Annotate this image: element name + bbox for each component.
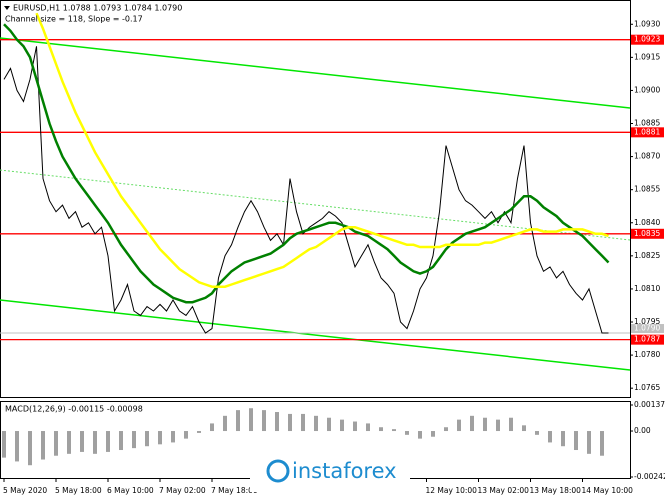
macd-bar <box>561 431 565 447</box>
y-tick-label: 1.0885 <box>634 119 660 128</box>
x-tick-label: 14 May 10:00 <box>582 486 634 495</box>
macd-bar <box>548 431 552 443</box>
macd-bar <box>327 417 331 432</box>
macd-bar <box>418 431 422 439</box>
macd-bar <box>2 431 6 458</box>
macd-bar <box>275 412 279 432</box>
x-tick-label: 13 May 18:00 <box>530 486 582 495</box>
macd-bar <box>366 423 370 432</box>
macd-bar <box>600 431 604 456</box>
channel-middle <box>0 169 631 241</box>
y-tick-label: 1.0855 <box>634 185 660 194</box>
y-tick-label: 1.0765 <box>634 383 660 392</box>
macd-bar <box>132 431 136 449</box>
macd-bar <box>41 431 45 460</box>
watermark: instaforex <box>292 459 397 483</box>
main-panel <box>0 0 631 398</box>
macd-bar <box>28 431 32 466</box>
y-tick-label: 0.00137 <box>634 400 665 409</box>
y-tick-label: 1.0900 <box>634 85 660 94</box>
macd-bar <box>483 417 487 432</box>
macd-bar <box>353 421 357 432</box>
y-tick-label: 1.0915 <box>634 52 660 61</box>
macd-bar <box>457 419 461 432</box>
macd-title: MACD(12,26,9) -0.00115 -0.00098 <box>5 405 143 414</box>
macd-bar <box>54 431 58 456</box>
macd-bar <box>379 427 383 432</box>
y-tick-label: 0.00 <box>634 426 651 435</box>
x-tick-label: 12 May 10:00 <box>426 486 478 495</box>
level-label-bg <box>631 334 664 345</box>
y-tick-label: 1.0870 <box>634 152 660 161</box>
macd-bar <box>197 431 201 433</box>
x-tick-label: 5 May 18:00 <box>55 486 102 495</box>
x-tick-label: 5 May 2020 <box>3 486 47 495</box>
level-label-bg <box>631 127 664 138</box>
moving-average <box>3 23 610 304</box>
y-tick-label: 1.0780 <box>634 350 660 359</box>
macd-bar <box>184 431 188 439</box>
current-price-bg <box>631 324 664 334</box>
level-label-bg <box>631 34 664 45</box>
macd-bar <box>470 415 474 432</box>
macd-bar <box>119 431 123 451</box>
chart-title: EURUSD,H1 1.0788 1.0793 1.0784 1.0790 <box>13 4 182 13</box>
macd-bar <box>67 431 71 454</box>
channel-upper <box>0 37 631 109</box>
level-label: 1.0923 <box>634 35 660 44</box>
x-tick-label: 7 May 02:00 <box>159 486 206 495</box>
level-label-bg <box>631 228 664 239</box>
macd-bar <box>145 431 149 447</box>
macd-bar <box>509 417 513 432</box>
macd-bar <box>444 427 448 432</box>
macd-bar <box>340 419 344 432</box>
macd-bar <box>171 431 175 443</box>
watermark-icon <box>266 459 290 483</box>
macd-bar <box>249 408 253 432</box>
y-tick-label: 1.0840 <box>634 218 660 227</box>
macd-bar <box>106 431 110 452</box>
macd-bar <box>314 415 318 432</box>
watermark-bg <box>250 452 410 492</box>
x-tick-label: 13 May 02:00 <box>478 486 530 495</box>
y-tick-label: 1.0795 <box>634 317 660 326</box>
macd-bar <box>210 423 214 432</box>
macd-bar <box>431 431 435 437</box>
macd-bar <box>15 431 19 462</box>
macd-bar <box>496 419 500 432</box>
current-price-label: 1.0790 <box>634 324 660 333</box>
macd-bar <box>236 410 240 432</box>
macd-bar <box>288 413 292 432</box>
level-label: 1.0835 <box>634 229 660 238</box>
macd-bar <box>522 425 526 432</box>
x-tick-label: 6 May 10:00 <box>107 486 154 495</box>
y-tick-label: -0.00242 <box>634 472 665 481</box>
y-tick-label: 1.0810 <box>634 284 660 293</box>
macd-bar <box>301 413 305 432</box>
macd-bar <box>587 431 591 454</box>
macd-bar <box>158 431 162 445</box>
y-tick-label: 1.0930 <box>634 19 660 28</box>
macd-bar <box>80 431 84 452</box>
y-tick-label: 1.0825 <box>634 251 660 260</box>
macd-bar <box>392 429 396 432</box>
channel-lower <box>0 299 631 371</box>
macd-bar <box>262 410 266 432</box>
macd-bar <box>93 431 97 454</box>
level-label: 1.0881 <box>634 127 660 136</box>
level-label: 1.0787 <box>634 335 660 344</box>
chart-subtitle: Channel size = 118, Slope = -0.17 <box>5 15 143 24</box>
triangle-icon <box>4 6 10 10</box>
macd-bar <box>223 415 227 432</box>
macd-bar <box>574 431 578 451</box>
x-tick-label: 7 May 18:00 <box>211 486 258 495</box>
macd-bar <box>535 431 539 435</box>
moving-average <box>35 12 609 288</box>
macd-bar <box>405 431 409 435</box>
